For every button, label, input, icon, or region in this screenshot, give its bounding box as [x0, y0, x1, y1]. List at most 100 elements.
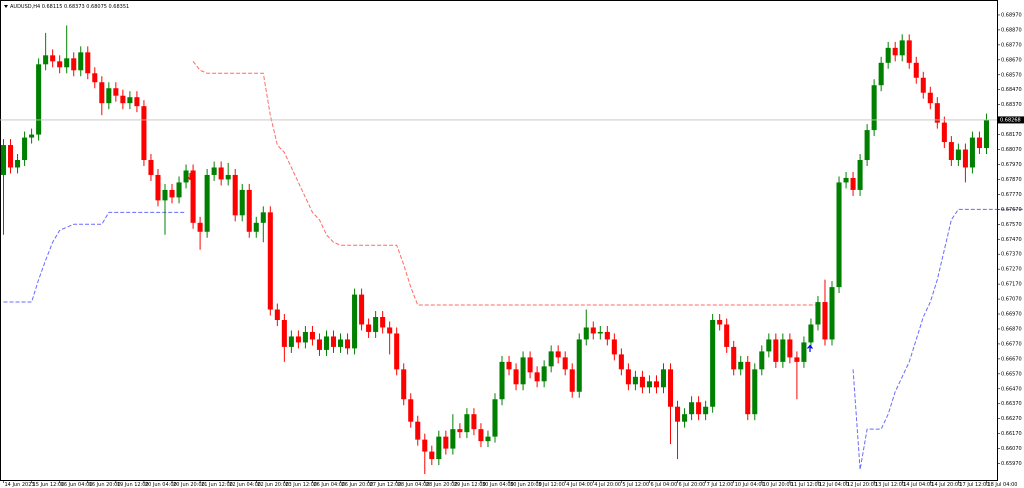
candle-body	[682, 414, 688, 422]
y-tick-label: 0.66670	[1001, 356, 1022, 362]
candle-body	[646, 381, 652, 388]
candle-body	[485, 436, 491, 442]
candle-body	[345, 339, 351, 349]
x-tick-label: 13 Jul 12:00	[875, 482, 905, 488]
current-price-label: 0.68268	[1000, 117, 1021, 123]
x-tick-label: 20 Jun 04:00	[145, 482, 177, 488]
candle-body	[302, 331, 308, 343]
candle-body	[892, 47, 898, 56]
x-tick-label: 5 Jul 12:00	[622, 482, 649, 488]
candle-body	[632, 376, 638, 385]
x-tick-label: 18 Jul 04:00	[987, 482, 1017, 488]
x-tick-label: 11 Jul 12:00	[791, 482, 821, 488]
indicator-line	[3, 211, 187, 303]
candle-body	[520, 357, 526, 385]
candle-body	[710, 320, 716, 407]
x-tick-label: 16 Jun 20:00	[89, 482, 121, 488]
candle-body	[316, 339, 322, 350]
chart-title: AUDUSD,H4 0.68115 0.68373 0.68075 0.6835…	[10, 4, 129, 10]
candle-body	[288, 336, 294, 347]
candle-body	[499, 361, 505, 400]
y-tick-label: 0.67570	[1001, 222, 1022, 228]
candle-body	[717, 320, 723, 325]
candle-body	[675, 406, 681, 422]
candle-body	[583, 327, 589, 340]
candle-body	[913, 62, 919, 78]
x-tick-label: 6 Jul 04:00	[650, 482, 677, 488]
candle-body	[323, 336, 330, 350]
candle-body	[260, 212, 266, 223]
candle-body	[920, 77, 926, 93]
candle-body	[155, 174, 161, 201]
candle-body	[703, 406, 709, 415]
x-tick-label: 30 Jun 04:00	[482, 482, 514, 488]
candle-layer	[0, 25, 989, 475]
candle-body	[0, 145, 7, 175]
candle-body	[927, 92, 933, 104]
candle-body	[183, 170, 189, 183]
y-tick-label: 0.66970	[1001, 312, 1022, 318]
candle-body	[618, 354, 624, 370]
x-tick-label: 29 Jun 12:00	[454, 482, 486, 488]
x-tick-label: 4 Jul 20:00	[594, 482, 621, 488]
current-price-box	[998, 116, 1024, 124]
candle-body	[731, 346, 737, 370]
y-tick-label: 0.67870	[1001, 177, 1022, 183]
candle-body	[836, 182, 842, 288]
candle-body	[253, 222, 259, 232]
candle-body	[211, 167, 217, 175]
candle-body	[513, 369, 519, 385]
x-tick-label: 20 Jun 20:00	[173, 482, 205, 488]
candle-body	[408, 399, 414, 422]
x-tick-label: 14 Jul 20:00	[931, 482, 961, 488]
candle-body	[773, 339, 779, 362]
x-tick-label: 30 Jun 20:00	[510, 482, 542, 488]
candle-body	[738, 361, 744, 370]
x-tick-label: 7 Jul 12:00	[707, 482, 734, 488]
candle-body	[899, 40, 905, 56]
candle-body	[983, 119, 989, 149]
candle-body	[506, 361, 512, 370]
candle-body	[548, 351, 554, 367]
candle-body	[871, 85, 877, 131]
candle-body	[885, 47, 891, 63]
plot-frame	[0, 0, 998, 481]
candle-body	[541, 366, 547, 382]
candle-body	[471, 414, 477, 430]
candle-body	[267, 212, 273, 310]
y-tick-label: 0.67070	[1001, 297, 1022, 303]
candle-body	[309, 331, 315, 340]
y-tick-label: 0.67170	[1001, 282, 1022, 288]
candle-body	[176, 182, 182, 198]
y-tick-label: 0.66770	[1001, 341, 1022, 347]
candle-body	[464, 414, 470, 433]
candle-body	[457, 429, 463, 433]
candle-body	[555, 351, 561, 358]
candle-body	[85, 52, 91, 74]
y-tick-label: 0.66470	[1001, 386, 1022, 392]
candle-body	[225, 174, 231, 180]
candle-body	[653, 381, 660, 388]
candle-body	[569, 369, 575, 392]
x-tick-label: 26 Jun 04:00	[313, 482, 345, 488]
candle-body	[204, 174, 210, 232]
x-tick-label: 28 Jun 04:00	[398, 482, 430, 488]
candle-body	[492, 399, 498, 437]
x-tick-label: 27 Jun 12:00	[370, 482, 402, 488]
candle-body	[689, 402, 695, 415]
candle-body	[808, 324, 814, 343]
y-tick-label: 0.67370	[1001, 252, 1022, 258]
candle-body	[639, 376, 645, 388]
candle-body	[752, 369, 758, 415]
candle-body	[113, 88, 119, 96]
candle-body	[57, 61, 63, 68]
candle-body	[141, 106, 147, 160]
indicator-line	[852, 208, 1024, 470]
candle-body	[429, 451, 435, 460]
candle-body	[15, 160, 21, 168]
candle-body	[724, 324, 730, 347]
candle-body	[955, 149, 961, 160]
candle-body	[401, 369, 407, 400]
candle-body	[527, 357, 533, 373]
